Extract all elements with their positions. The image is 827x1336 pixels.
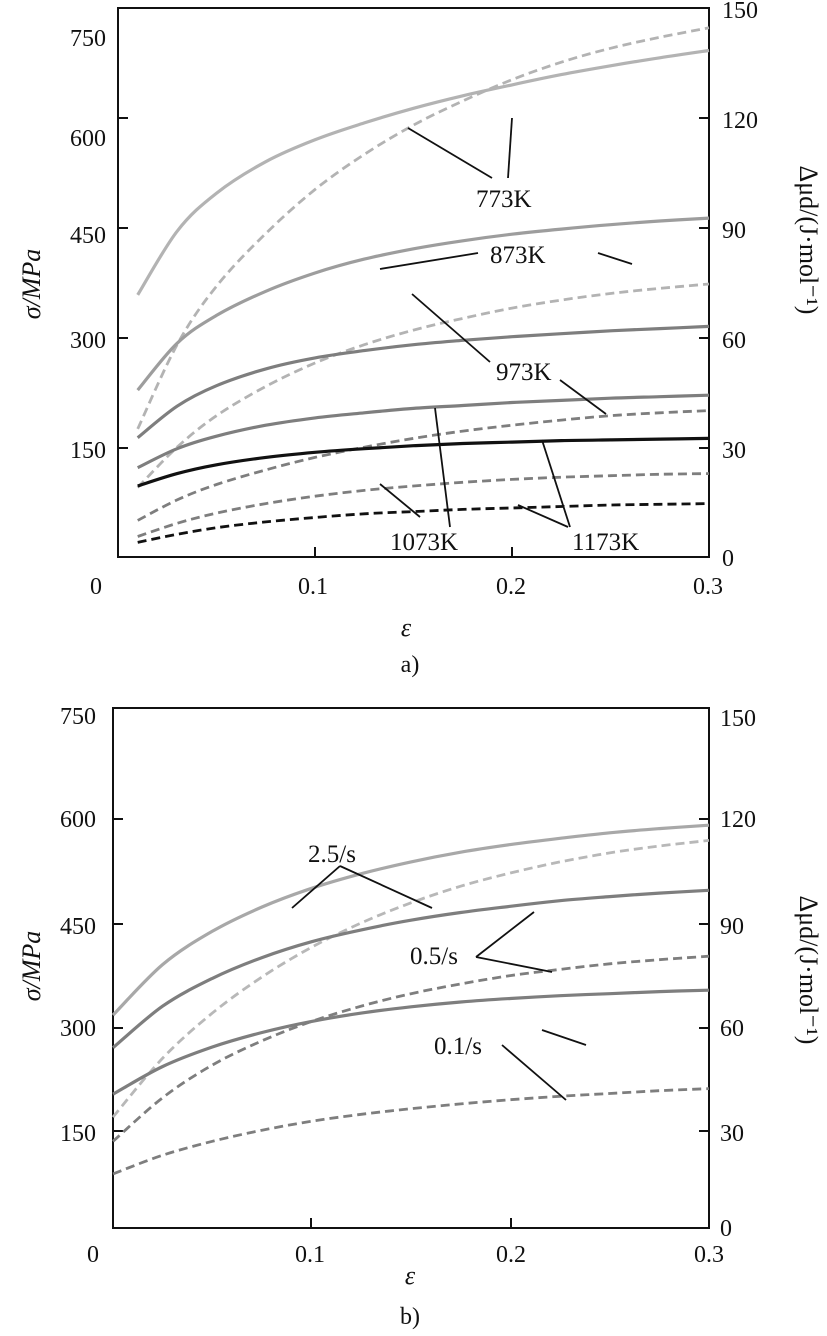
y-tick-label: 750 xyxy=(60,704,96,730)
y-axis-label-right: Δμd/(J·mol⁻¹) xyxy=(794,166,823,315)
annotation-1073K: 1073K xyxy=(390,529,458,556)
plot-frame-b xyxy=(112,707,710,1229)
y2-tick-label: 60 xyxy=(722,328,746,354)
series-line-773k-chemical-potential xyxy=(136,26,710,430)
ticks-b xyxy=(113,818,709,1228)
y-tick-label: 600 xyxy=(70,126,106,152)
y-axis-label-left: σ/MPa xyxy=(17,931,46,1002)
y-right-tick-labels-b: 150 120 90 60 30 0 xyxy=(720,706,756,1242)
annotation-973K: 973K xyxy=(496,359,552,386)
ticks-a xyxy=(118,117,709,557)
y-left-tick-labels-a: 750 600 450 300 150 xyxy=(70,26,106,464)
series-group-b xyxy=(111,823,710,1176)
x-tick-label: 0.3 xyxy=(694,1242,724,1268)
x-tick-labels-b: 0 0.1 0.2 0.3 xyxy=(87,1242,724,1268)
x-axis-label: ε xyxy=(405,1261,416,1290)
panel-caption: a) xyxy=(401,652,420,678)
annotation-0.5/s: 0.5/s xyxy=(410,943,458,970)
y2-tick-label: 0 xyxy=(720,1216,732,1242)
y2-tick-label: 30 xyxy=(722,438,746,464)
series-line-0.5-s-stress xyxy=(111,888,710,1049)
panel-b: 750 600 450 300 150 150 120 90 60 30 0 0… xyxy=(17,704,823,1330)
plot-frame-a xyxy=(117,7,710,558)
y-tick-label: 450 xyxy=(60,914,96,940)
series-line-973k-stress xyxy=(136,324,710,439)
annotation-773K: 773K xyxy=(476,186,532,213)
x-tick-label: 0 xyxy=(90,574,102,600)
series-line-873k-stress xyxy=(136,216,710,392)
series-line-2.5-s-chemical-potential xyxy=(111,839,710,1118)
leaders-a xyxy=(379,117,633,528)
x-tick-label: 0.1 xyxy=(295,1242,325,1268)
x-tick-label: 0.2 xyxy=(496,574,526,600)
y2-tick-label: 150 xyxy=(722,0,758,24)
y-axis-label-left: σ/MPa xyxy=(17,249,46,320)
series-group-a xyxy=(136,26,710,544)
series-line-0.5-s-chemical-potential xyxy=(112,954,710,1143)
x-tick-label: 0.2 xyxy=(496,1242,526,1268)
panel-a: 750 600 450 300 150 150 120 90 60 30 0 0… xyxy=(17,0,823,678)
y2-tick-label: 120 xyxy=(722,108,758,134)
y-tick-label: 150 xyxy=(60,1121,96,1147)
y2-tick-label: 90 xyxy=(720,914,744,940)
series-line-873k-chemical-potential xyxy=(136,282,710,489)
series-line-973k-chemical-potential xyxy=(137,409,710,522)
y-tick-label: 600 xyxy=(60,807,96,833)
y2-tick-label: 150 xyxy=(720,706,756,732)
series-line-0.1-s-chemical-potential xyxy=(112,1087,710,1176)
annotation-2.5/s: 2.5/s xyxy=(308,841,356,868)
y-right-tick-labels-a: 150 120 90 60 30 0 xyxy=(722,0,758,572)
x-axis-label: ε xyxy=(401,613,412,642)
panel-caption: b) xyxy=(400,1304,420,1330)
y2-tick-label: 60 xyxy=(720,1016,744,1042)
leaders-b xyxy=(291,865,587,1101)
annotation-0.1/s: 0.1/s xyxy=(434,1033,482,1060)
y2-tick-label: 0 xyxy=(722,546,734,572)
y-tick-label: 750 xyxy=(70,26,106,52)
y-left-tick-labels-b: 750 600 450 300 150 xyxy=(60,704,96,1147)
series-line-1073k-chemical-potential xyxy=(137,472,710,538)
y-tick-label: 450 xyxy=(70,223,106,249)
series-line-773k-stress xyxy=(136,48,710,296)
y-tick-label: 300 xyxy=(70,328,106,354)
x-tick-label: 0.3 xyxy=(693,574,723,600)
x-tick-label: 0 xyxy=(87,1242,99,1268)
y-axis-label-right: Δμd/(J·mol⁻¹) xyxy=(794,896,823,1045)
y-tick-label: 150 xyxy=(70,438,106,464)
series-line-1073k-stress xyxy=(137,393,710,470)
y2-tick-label: 30 xyxy=(720,1121,744,1147)
y2-tick-label: 90 xyxy=(722,218,746,244)
y-tick-label: 300 xyxy=(60,1016,96,1042)
x-tick-labels-a: 0 0.1 0.2 0.3 xyxy=(90,574,723,600)
x-tick-label: 0.1 xyxy=(298,574,328,600)
y2-tick-label: 120 xyxy=(720,807,756,833)
annotation-1173K: 1173K xyxy=(572,529,639,556)
series-line-0.1-s-stress xyxy=(112,988,710,1096)
series-line-1173k-stress xyxy=(137,436,710,488)
annotation-873K: 873K xyxy=(490,242,546,269)
series-line-2.5-s-stress xyxy=(111,823,710,1017)
